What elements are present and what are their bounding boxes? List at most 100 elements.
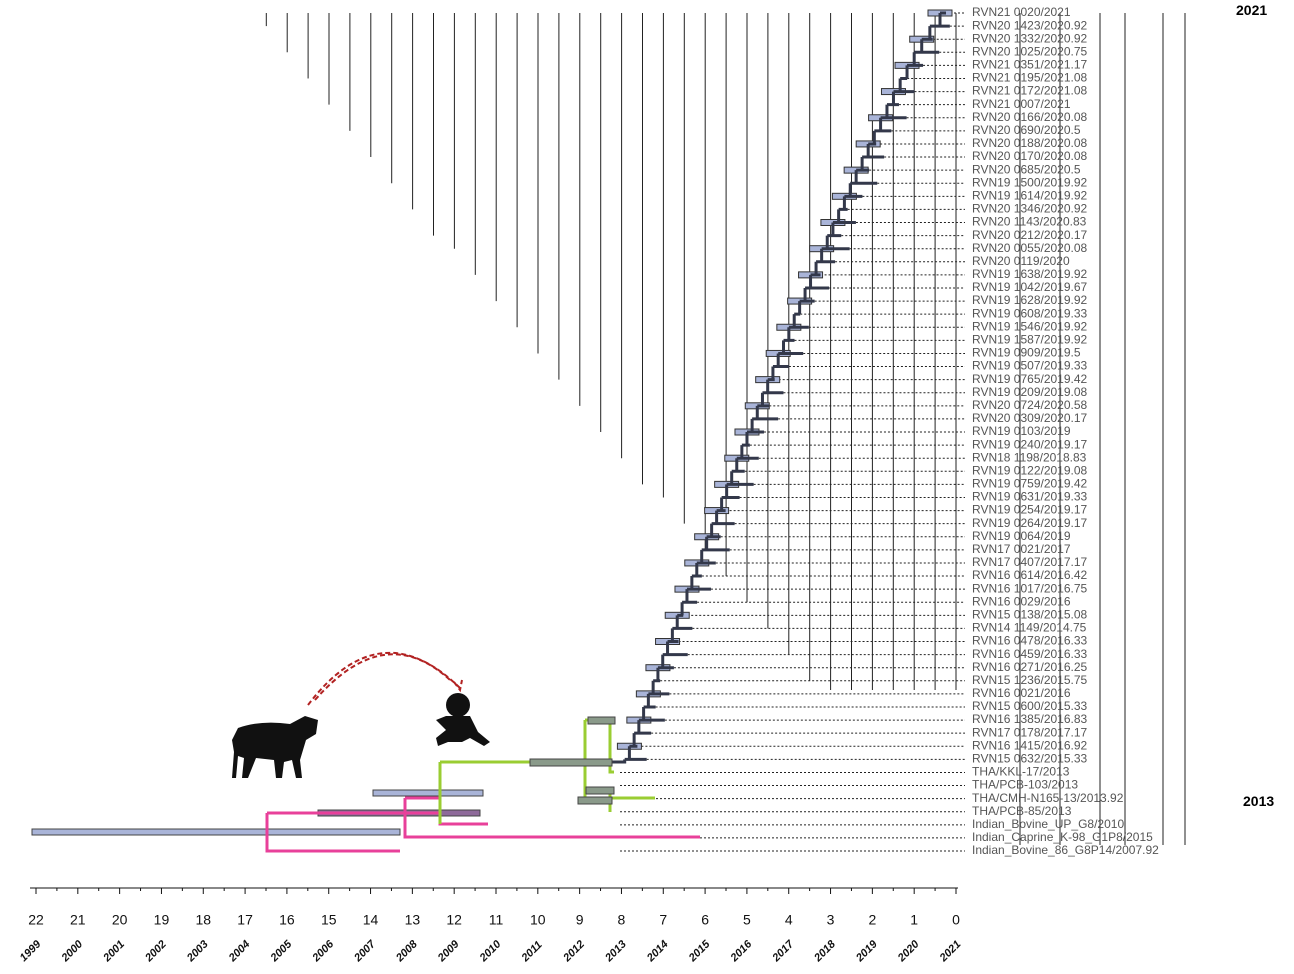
tip-label: RVN19 0631/2019.33 [972, 490, 1088, 504]
tip-label: RVN16 0614/2016.42 [972, 568, 1088, 582]
tip-label: RVN20 1143/2020.83 [972, 215, 1087, 229]
tip-label: Indian_Caprine_K-98_G1P8/2015 [972, 830, 1153, 844]
tip-label: RVN21 0020/2021 [972, 5, 1071, 19]
axis-label: 8 [618, 912, 626, 928]
year-label: 2012 [561, 938, 588, 965]
tip-label: RVN20 0119/2020 [972, 254, 1070, 268]
tip-label: RVN20 0055/2020.08 [972, 241, 1088, 255]
tip-label: RVN16 1017/2016.75 [972, 581, 1088, 595]
tip-label: RVN14 1149/2014.75 [972, 621, 1087, 635]
tip-label: RVN19 0507/2019.33 [972, 359, 1088, 373]
tip-label: RVN20 1346/2020.92 [972, 202, 1088, 216]
tip-label: RVN20 0170/2020.08 [972, 149, 1088, 163]
tip-label: RVN19 0608/2019.33 [972, 306, 1088, 320]
axis-label: 10 [530, 912, 546, 928]
year-label: 2011 [519, 939, 545, 965]
tip-label: RVN19 1638/2019.92 [972, 267, 1088, 281]
tip-label: RVN19 0264/2019.17 [972, 516, 1088, 530]
tip-label: RVN20 0188/2020.08 [972, 136, 1088, 150]
tip-label: RVN19 0254/2019.17 [972, 503, 1088, 517]
tip-label: RVN21 0172/2021.08 [972, 84, 1088, 98]
axis-label: 15 [321, 912, 337, 928]
axis-label: 0 [952, 912, 960, 928]
year-label: 2014 [644, 938, 671, 965]
axis-label: 7 [659, 912, 667, 928]
tip-label: RVN19 1042/2019.67 [972, 280, 1088, 294]
year-label: 2004 [226, 938, 253, 965]
tip-label: RVN16 0029/2016 [972, 594, 1071, 608]
basal-lineages [32, 717, 700, 851]
tip-label: RVN19 0759/2019.42 [972, 477, 1088, 491]
tip-label: RVN15 1236/2015.75 [972, 673, 1088, 687]
axis-label: 3 [827, 912, 835, 928]
transmission-arcs [308, 653, 462, 705]
tip-label: Indian_Bovine_86_G8P14/2007.92 [972, 843, 1159, 857]
tip-label: RVN19 0765/2019.42 [972, 372, 1088, 386]
year-label: 2018 [811, 938, 838, 965]
tip-label: RVN19 1546/2019.92 [972, 319, 1088, 333]
tip-label: RVN19 1628/2019.92 [972, 293, 1088, 307]
tip-label: RVN19 1500/2019.92 [972, 175, 1088, 189]
year-label: 2002 [142, 938, 169, 965]
axis-label: 5 [743, 912, 751, 928]
year-label: 2005 [268, 938, 295, 965]
tip-label: RVN16 0271/2016.25 [972, 660, 1088, 674]
tip-label: RVN15 0632/2015.33 [972, 752, 1088, 766]
year-label: 2017 [770, 938, 797, 965]
year-label: 2013 [602, 938, 629, 965]
axis-label: 6 [701, 912, 709, 928]
tip-label: RVN17 0407/2017.17 [972, 555, 1088, 569]
tip-label: RVN20 1332/2020.92 [972, 31, 1088, 45]
tip-label: RVN19 0240/2019.17 [972, 437, 1088, 451]
tip-label: RVN19 1587/2019.92 [972, 333, 1088, 347]
axis-label: 18 [195, 912, 211, 928]
axis-label: 1 [910, 912, 918, 928]
tip-label: RVN19 0909/2019.5 [972, 346, 1081, 360]
year-label: 2021 [937, 938, 964, 965]
year-label: 2020 [895, 938, 922, 965]
tip-label: RVN19 0122/2019.08 [972, 463, 1088, 477]
branches [612, 13, 950, 762]
tip-label: RVN19 0064/2019 [972, 529, 1071, 543]
axis-label: 22 [28, 912, 44, 928]
axis-label: 12 [446, 912, 462, 928]
axis-label: 13 [405, 912, 421, 928]
tip-label: RVN20 0309/2020.17 [972, 411, 1088, 425]
tip-label: RVN20 1025/2020.75 [972, 44, 1088, 58]
period-label: 2021 [1236, 2, 1267, 18]
tip-label: THA/PCB-103/2013 [972, 778, 1078, 792]
year-label: 2010 [477, 938, 504, 965]
tip-label: RVN16 0021/2016 [972, 686, 1071, 700]
axis-label: 17 [237, 912, 253, 928]
tip-label: RVN16 1385/2016.83 [972, 712, 1088, 726]
tip-label: THA/CMH-N165-13/2013.92 [972, 791, 1124, 805]
year-label: 2008 [393, 938, 420, 965]
axis-label: 21 [70, 912, 86, 928]
axis-label: 11 [489, 912, 504, 928]
year-label: 1999 [18, 938, 44, 964]
tip-label: RVN20 0212/2020.17 [972, 228, 1088, 242]
year-label: 2006 [310, 938, 337, 965]
phylogeny-figure: 2221201918171615141312111098765432101999… [0, 0, 1294, 974]
year-label: 2016 [728, 938, 755, 965]
tip-label: RVN20 1423/2020.92 [972, 18, 1088, 32]
tip-label: RVN15 0600/2015.33 [972, 699, 1088, 713]
period-label: 2013 [1243, 793, 1274, 809]
tip-label: RVN21 0007/2021 [972, 97, 1071, 111]
tip-label: RVN17 0021/2017 [972, 542, 1071, 556]
tip-label: RVN17 0178/2017.17 [972, 725, 1088, 739]
axis-label: 14 [363, 912, 379, 928]
tip-label: Indian_Bovine_UP_G8/2010 [972, 817, 1124, 831]
tip-label: RVN16 1415/2016.92 [972, 738, 1088, 752]
year-label: 2015 [686, 938, 713, 965]
cow-icon [232, 716, 318, 778]
tip-label: RVN19 0209/2019.08 [972, 385, 1088, 399]
tip-label: RVN18 1198/2018.83 [972, 450, 1087, 464]
baby-icon [436, 693, 490, 746]
year-label: 2009 [435, 938, 462, 965]
axis-label: 2 [868, 912, 876, 928]
tip-label: RVN19 0103/2019 [972, 424, 1071, 438]
year-label: 2003 [184, 938, 211, 965]
year-label: 2001 [101, 938, 128, 965]
